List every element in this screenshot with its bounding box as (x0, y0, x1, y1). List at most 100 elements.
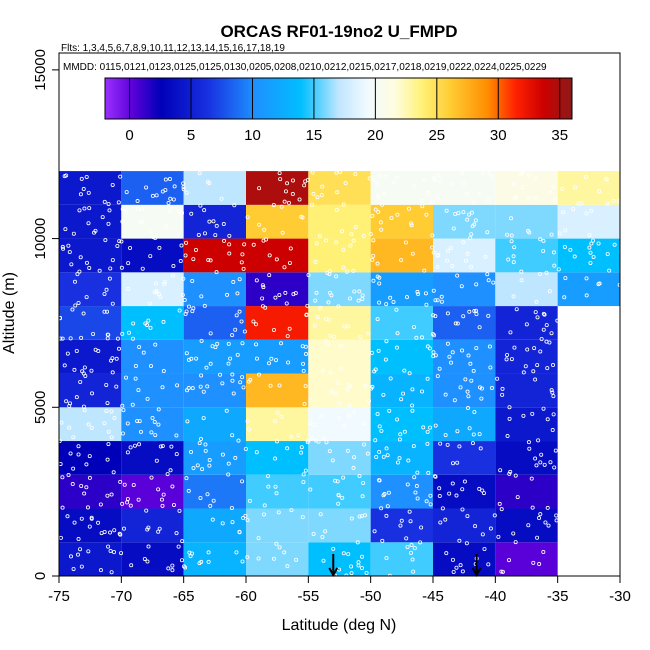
sample-point (452, 398, 457, 403)
sample-point (541, 311, 546, 316)
sample-point (158, 295, 163, 300)
sample-point (301, 472, 306, 477)
sample-point (198, 495, 203, 500)
sample-point (86, 422, 91, 427)
sample-point (480, 171, 485, 176)
sample-point (455, 273, 460, 278)
sample-point (372, 529, 377, 534)
sample-point (433, 298, 438, 303)
sample-point (112, 415, 117, 420)
sample-point (124, 210, 129, 215)
sample-point (539, 337, 544, 342)
sample-point (108, 530, 113, 535)
sample-point (143, 321, 148, 326)
sample-point (445, 442, 450, 447)
heatmap-cell (246, 441, 309, 475)
sample-point (254, 342, 259, 347)
sample-point (230, 372, 235, 377)
sample-point (111, 470, 116, 475)
sample-point (349, 571, 354, 576)
sample-point (500, 392, 505, 397)
sample-point (175, 383, 180, 388)
sample-point (325, 270, 330, 275)
sample-point (163, 177, 168, 182)
heatmap-cell (59, 306, 122, 340)
sample-point (62, 174, 67, 179)
sample-point (470, 224, 475, 229)
sample-point (584, 293, 589, 298)
sample-point (167, 208, 172, 213)
heatmap-cell (495, 474, 558, 509)
sample-point (512, 345, 517, 350)
sample-point (266, 484, 271, 489)
y-tick-label: 5000 (32, 391, 49, 424)
sample-point (530, 411, 535, 416)
sample-point (89, 516, 94, 521)
sample-point (106, 221, 111, 226)
colorbar (104, 77, 573, 120)
heatmap-cell (183, 542, 246, 576)
sample-point (470, 441, 475, 446)
sample-point (324, 440, 329, 445)
sample-point (447, 354, 452, 359)
sample-point (207, 463, 212, 468)
sample-point (424, 302, 429, 307)
heatmap-cell (308, 508, 371, 543)
sample-point (356, 560, 361, 565)
sample-point (549, 331, 554, 336)
sample-point (460, 348, 465, 353)
sample-point (254, 356, 259, 361)
sample-point (220, 452, 225, 457)
sample-point (129, 563, 134, 568)
sample-point (71, 566, 76, 571)
sample-point (499, 569, 504, 574)
sample-point (166, 201, 171, 206)
colorbar-tick-label: 5 (187, 127, 195, 144)
sample-point (432, 333, 437, 338)
sample-point (148, 228, 153, 233)
sample-point (330, 458, 335, 463)
sample-point (366, 331, 371, 336)
sample-point (65, 514, 70, 519)
sample-point (584, 276, 589, 281)
sample-point (282, 265, 287, 270)
sample-point (515, 495, 520, 500)
sample-point (86, 190, 91, 195)
sample-point (530, 505, 535, 510)
sample-point (383, 357, 388, 362)
sample-point (148, 254, 153, 259)
sample-point (89, 425, 94, 430)
sample-point (240, 559, 245, 564)
sample-point (247, 498, 252, 503)
sample-point (302, 401, 307, 406)
sample-point (184, 351, 189, 356)
sample-point (469, 378, 474, 383)
heatmap-cell (246, 508, 309, 543)
sample-point (282, 199, 287, 204)
sample-point (119, 551, 124, 556)
heatmap-cell (433, 441, 496, 475)
sample-point (376, 194, 381, 199)
sample-point (104, 382, 109, 387)
sample-point (153, 433, 158, 438)
sample-point (406, 458, 411, 463)
sample-point (240, 252, 245, 257)
sample-point (375, 261, 380, 266)
heatmap-cell (370, 339, 433, 374)
sample-point (68, 451, 73, 456)
sample-point (145, 396, 150, 401)
heatmap-cell (246, 373, 309, 408)
sample-point (364, 571, 369, 576)
sample-point (323, 339, 328, 344)
sample-point (349, 516, 354, 521)
sample-point (381, 191, 386, 196)
sample-point (550, 363, 555, 368)
sample-point (377, 478, 382, 483)
sample-point (437, 494, 442, 499)
sample-point (545, 505, 550, 510)
sample-point (131, 321, 136, 326)
sample-point (207, 181, 212, 186)
sample-point (461, 240, 466, 245)
sample-point (200, 467, 205, 472)
sample-point (153, 342, 158, 347)
